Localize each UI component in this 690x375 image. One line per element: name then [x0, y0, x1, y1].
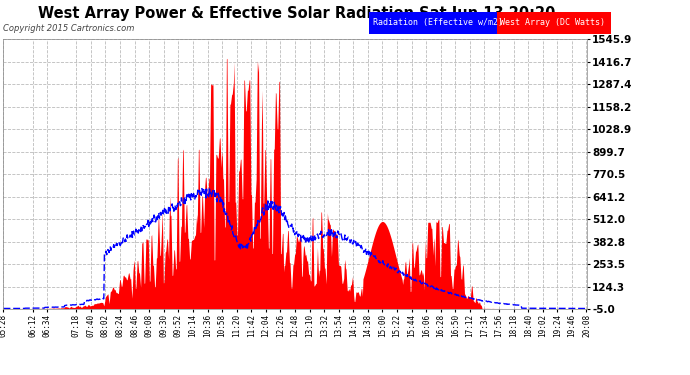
Text: Radiation (Effective w/m2): Radiation (Effective w/m2) — [373, 18, 502, 27]
Text: West Array Power & Effective Solar Radiation Sat Jun 13 20:20: West Array Power & Effective Solar Radia… — [38, 6, 555, 21]
Text: Copyright 2015 Cartronics.com: Copyright 2015 Cartronics.com — [3, 24, 135, 33]
Text: West Array (DC Watts): West Array (DC Watts) — [500, 18, 605, 27]
